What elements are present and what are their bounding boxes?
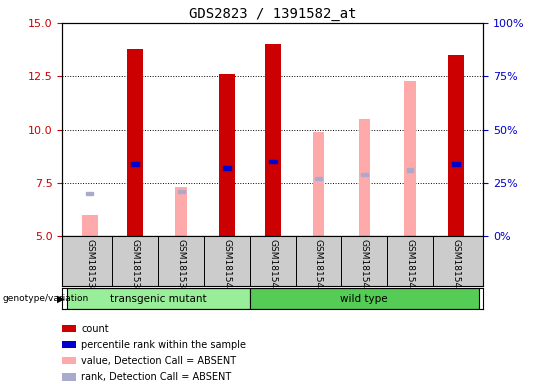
Text: GSM181540: GSM181540 bbox=[222, 239, 232, 293]
Bar bbox=[219, 74, 235, 236]
Text: GSM181538: GSM181538 bbox=[131, 239, 140, 294]
Bar bbox=[265, 44, 281, 236]
Bar bbox=[131, 162, 139, 166]
Bar bbox=[315, 177, 322, 180]
Bar bbox=[250, 288, 479, 309]
Bar bbox=[178, 190, 185, 193]
Text: ▶: ▶ bbox=[57, 293, 64, 304]
Bar bbox=[127, 49, 143, 236]
Bar bbox=[268, 160, 277, 164]
Bar bbox=[223, 166, 231, 170]
Bar bbox=[313, 132, 324, 236]
Text: GSM181537: GSM181537 bbox=[85, 239, 94, 294]
Bar bbox=[82, 215, 98, 236]
Bar bbox=[66, 288, 250, 309]
Bar bbox=[86, 192, 93, 195]
Text: GSM181545: GSM181545 bbox=[451, 239, 460, 293]
Text: genotype/variation: genotype/variation bbox=[3, 294, 89, 303]
Bar bbox=[404, 81, 416, 236]
Text: GSM181544: GSM181544 bbox=[406, 239, 415, 293]
Text: GSM181542: GSM181542 bbox=[314, 239, 323, 293]
Bar bbox=[359, 119, 370, 236]
Text: count: count bbox=[81, 324, 109, 334]
Text: GSM181541: GSM181541 bbox=[268, 239, 277, 293]
Text: wild type: wild type bbox=[340, 293, 388, 304]
Text: rank, Detection Call = ABSENT: rank, Detection Call = ABSENT bbox=[81, 372, 231, 382]
Bar bbox=[448, 55, 464, 236]
Text: GSM181543: GSM181543 bbox=[360, 239, 369, 293]
Bar bbox=[176, 187, 187, 236]
Bar bbox=[407, 169, 414, 172]
Bar bbox=[452, 162, 460, 166]
Text: value, Detection Call = ABSENT: value, Detection Call = ABSENT bbox=[81, 356, 236, 366]
Bar bbox=[361, 173, 368, 176]
Text: transgenic mutant: transgenic mutant bbox=[110, 293, 207, 304]
Text: percentile rank within the sample: percentile rank within the sample bbox=[81, 340, 246, 350]
Text: GSM181539: GSM181539 bbox=[177, 239, 186, 294]
Title: GDS2823 / 1391582_at: GDS2823 / 1391582_at bbox=[189, 7, 356, 21]
